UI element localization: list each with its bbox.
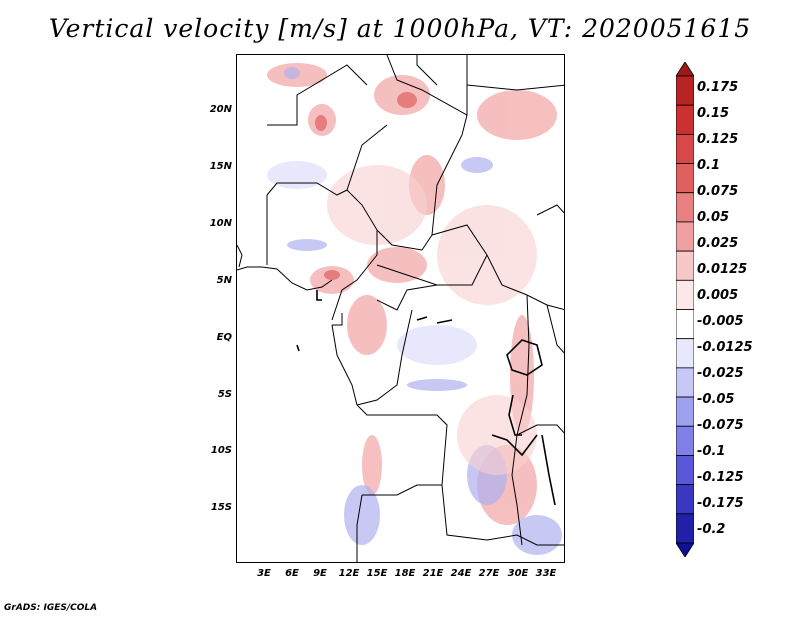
lakes-coast — [296, 290, 556, 506]
x-tick-label: 30E — [507, 568, 529, 579]
colorbar-label: 0.175 — [697, 80, 739, 95]
x-tick-label: 9E — [313, 568, 327, 579]
y-tick-label: 10S — [210, 445, 232, 456]
colorbar-label: -0.05 — [697, 392, 735, 407]
colorbar-segment — [676, 455, 694, 486]
colorbar — [676, 62, 694, 557]
y-tick-label: EQ — [216, 332, 232, 343]
x-tick-label: 21E — [422, 568, 444, 579]
x-tick-label: 15E — [366, 568, 388, 579]
country-borders — [237, 55, 564, 562]
y-tick-label: 5N — [216, 275, 232, 286]
colorbar-top-arrow — [676, 62, 694, 77]
colorbar-label: 0.025 — [697, 236, 739, 251]
colorbar-label: 0.05 — [697, 210, 730, 225]
colorbar-label: -0.1 — [697, 444, 726, 459]
colorbar-segment — [676, 367, 694, 398]
colorbar-label: -0.005 — [697, 314, 744, 329]
colorbar-segment — [676, 484, 694, 515]
colorbar-label: 0.125 — [697, 132, 739, 147]
x-tick-label: 24E — [450, 568, 472, 579]
colorbar-label: 0.005 — [697, 288, 739, 303]
colorbar-segment — [676, 309, 694, 340]
colorbar-segment — [676, 221, 694, 252]
x-tick-label: 6E — [285, 568, 299, 579]
colorbar-label: 0.15 — [697, 106, 730, 121]
x-tick-label: 27E — [478, 568, 500, 579]
colorbar-segment — [676, 192, 694, 223]
credit-footer: GrADS: IGES/COLA — [4, 603, 98, 613]
colorbar-segment — [676, 396, 694, 427]
y-tick-label: 10N — [209, 218, 232, 229]
colorbar-label: -0.0125 — [697, 340, 753, 355]
colorbar-segment — [676, 425, 694, 456]
x-tick-label: 12E — [338, 568, 360, 579]
x-tick-label: 18E — [394, 568, 416, 579]
y-tick-label: 20N — [209, 104, 232, 115]
y-tick-label: 5S — [217, 389, 232, 400]
colorbar-segment — [676, 163, 694, 194]
colorbar-label: 0.0125 — [697, 262, 748, 277]
colorbar-label: 0.1 — [697, 158, 721, 173]
colorbar-label: -0.2 — [697, 522, 726, 537]
map-canvas — [237, 55, 564, 562]
y-tick-label: 15N — [209, 161, 232, 172]
colorbar-label: -0.025 — [697, 366, 744, 381]
colorbar-label: -0.075 — [697, 418, 744, 433]
map-title: Vertical velocity [m/s] at 1000hPa, VT: … — [48, 14, 752, 43]
y-tick-label: 15S — [210, 502, 232, 513]
colorbar-bottom-arrow — [676, 542, 694, 557]
colorbar-label: -0.175 — [697, 496, 744, 511]
colorbar-label: -0.125 — [697, 470, 744, 485]
colorbar-segment — [676, 279, 694, 310]
colorbar-segment — [676, 250, 694, 281]
colorbar-segment — [676, 75, 694, 106]
map-panel — [236, 54, 565, 563]
colorbar-segment — [676, 133, 694, 164]
colorbar-segment — [676, 513, 694, 544]
velocity-field — [267, 63, 562, 555]
x-tick-label: 33E — [535, 568, 557, 579]
colorbar-label: 0.075 — [697, 184, 739, 199]
x-tick-label: 3E — [257, 568, 271, 579]
colorbar-segment — [676, 338, 694, 369]
colorbar-segment — [676, 104, 694, 135]
